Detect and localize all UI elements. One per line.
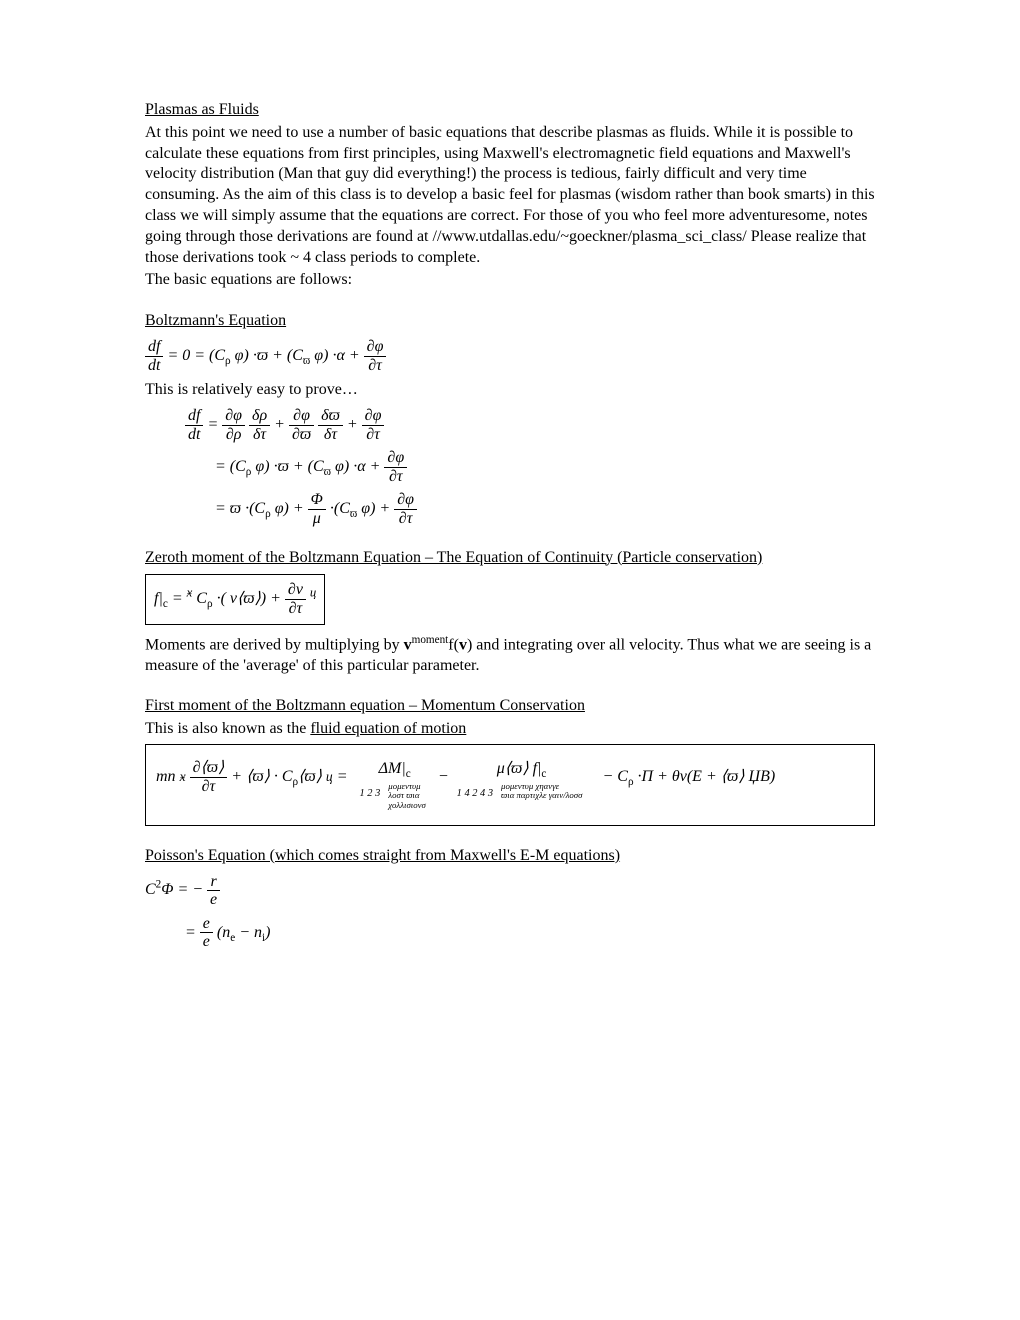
intro-paragraph-2: The basic equations are follows:	[145, 270, 875, 291]
boltzmann-eq1: dfdt = 0 = (Сρ φ) ·ϖ + (Сϖ φ) ·α + ∂φ∂τ	[145, 338, 875, 374]
boltzmann-heading: Boltzmann's Equation	[145, 312, 286, 329]
first-moment-box: mn ӿ ∂⟨ϖ⟩∂τ + ⟨ϖ⟩ · Сρ⟨ϖ⟩ ц = ΔM|c 1 2 3…	[145, 744, 875, 826]
boltzmann-deriv-line1: dfdt = ∂φ∂ρ δρδτ + ∂φ∂ϖ δϖδτ + ∂φ∂τ	[145, 407, 875, 443]
page-title: Plasmas as Fluids	[145, 101, 259, 118]
zeroth-box: f|c = ӿ Сρ ·( ν⟨ϖ⟩) + ∂ν∂τ ц	[145, 574, 325, 624]
first-moment-heading: First moment of the Boltzmann equation –…	[145, 697, 585, 714]
first-moment-sub: This is also known as the fluid equation…	[145, 719, 875, 740]
intro-paragraph-1: At this point we need to use a number of…	[145, 123, 875, 269]
boltzmann-deriv-line3: = ϖ ·(Сρ φ) + Φμ ·(Сϖ φ) + ∂φ∂τ	[145, 491, 875, 527]
prove-text: This is relatively easy to prove…	[145, 380, 875, 401]
moments-text: Moments are derived by multiplying by vm…	[145, 633, 875, 677]
poisson-line1: С2Φ = − re	[145, 873, 875, 909]
poisson-heading: Poisson's Equation (which comes straight…	[145, 847, 620, 864]
boltzmann-deriv-line2: = (Сρ φ) ·ϖ + (Сϖ φ) ·α + ∂φ∂τ	[145, 449, 875, 485]
poisson-line2: = ee (ne − ni)	[145, 915, 875, 951]
zeroth-heading: Zeroth moment of the Boltzmann Equation …	[145, 549, 762, 566]
